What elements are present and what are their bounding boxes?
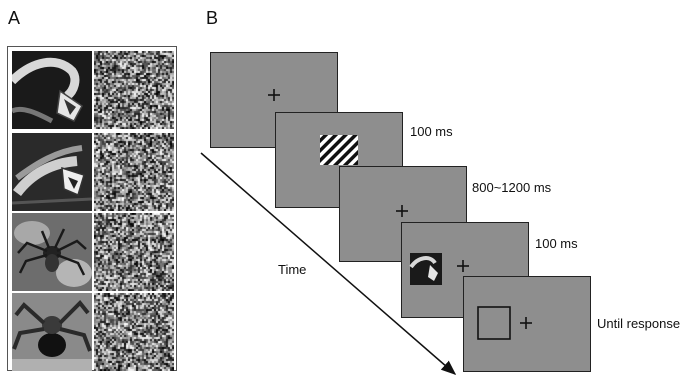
scrambled-noise-image: [94, 213, 174, 291]
scrambled-noise-image: [94, 293, 174, 371]
tarantula-photo: [12, 293, 92, 371]
target-image-screen: [401, 222, 529, 318]
scrambled-noise-image: [94, 133, 174, 211]
snake-thumbnail-icon: [409, 253, 442, 285]
panel-a-label: A: [8, 8, 21, 28]
duration-label: Until response: [597, 316, 681, 331]
stimulus-examples-frame: [7, 46, 177, 371]
striped-cue-icon: [320, 135, 358, 165]
scrambled-noise-image: [94, 51, 174, 129]
snake-coiled-photo: [12, 133, 92, 211]
fixation-cross-icon: [520, 317, 532, 329]
fixation-cross-icon: [396, 205, 408, 217]
response-screen: [463, 276, 591, 372]
snake-open-mouth-photo: [12, 51, 92, 129]
duration-label: 100 ms: [410, 124, 453, 139]
time-axis-label: Time: [278, 262, 307, 277]
duration-label: 100 ms: [535, 236, 578, 251]
response-square-icon: [477, 306, 511, 340]
fixation-cross-icon: [457, 260, 469, 272]
panel-b-label: B: [206, 8, 219, 28]
duration-label: 800~1200 ms: [472, 180, 552, 195]
spider-photo: [12, 213, 92, 291]
fixation-cross-icon: [268, 89, 280, 101]
